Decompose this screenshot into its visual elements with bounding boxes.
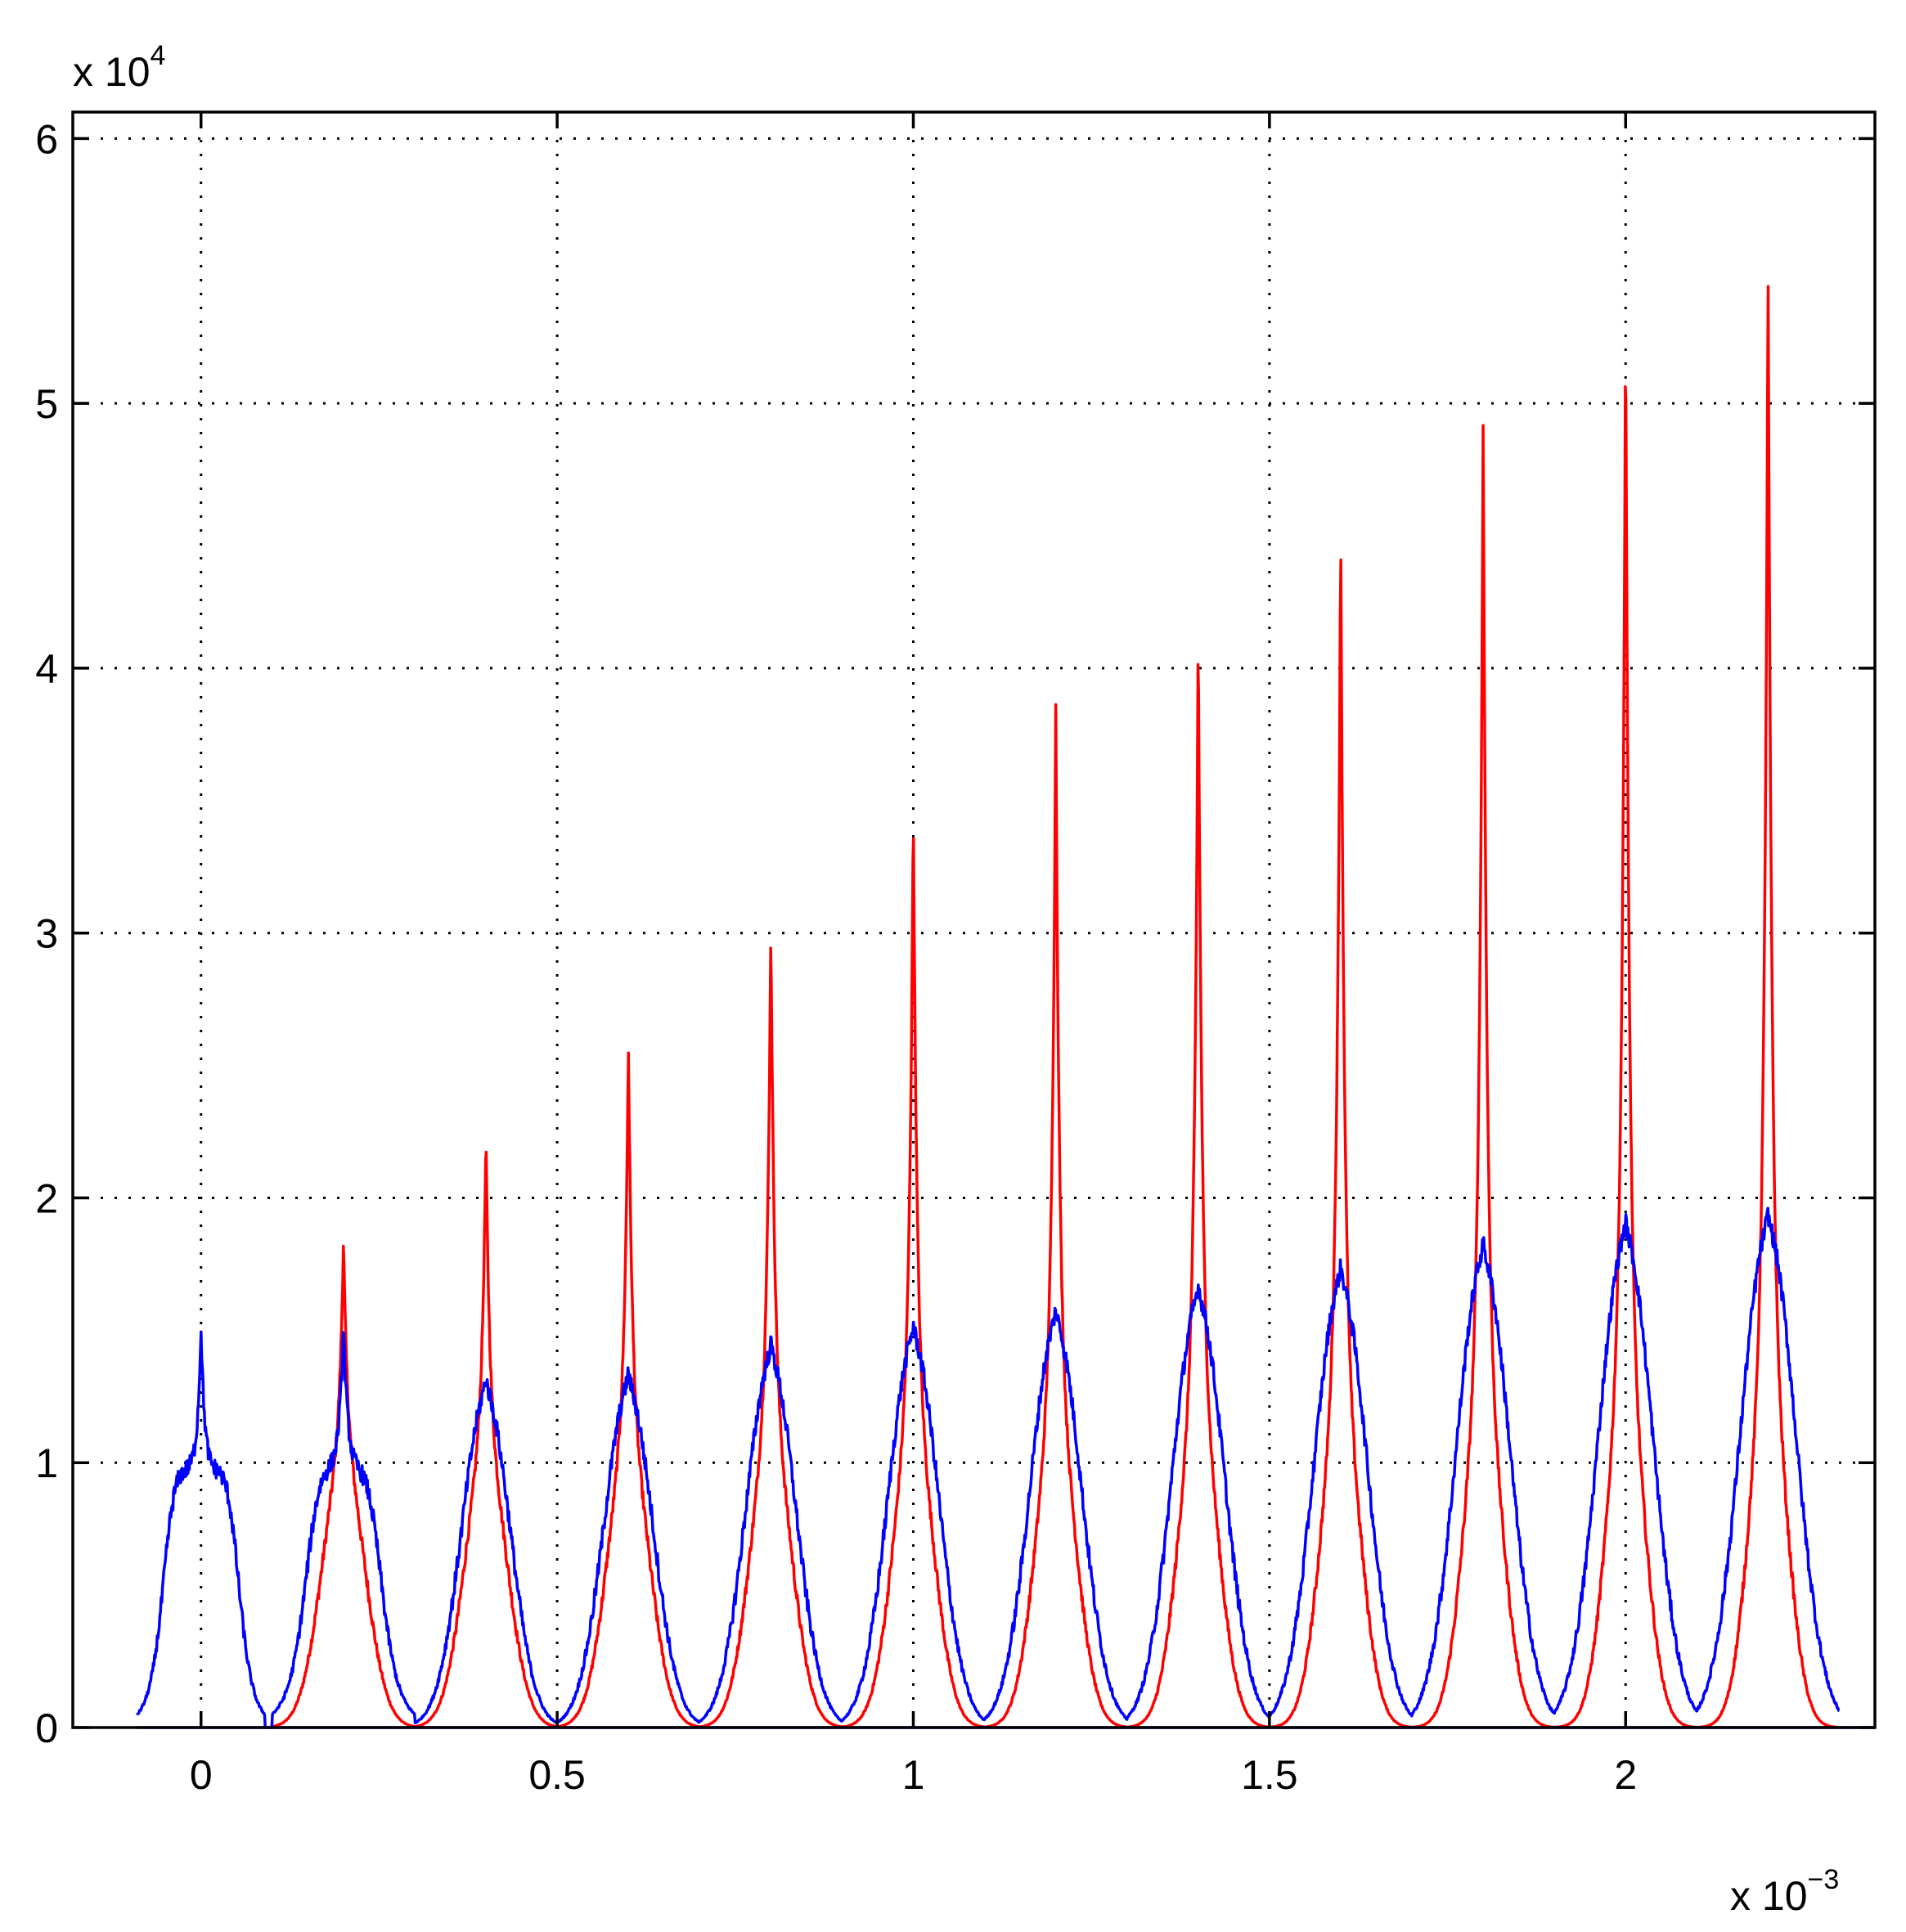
x-tick-label: 0 bbox=[190, 1752, 213, 1798]
x-tick-label: 0.5 bbox=[528, 1752, 586, 1798]
grid-layer bbox=[73, 112, 1875, 1729]
y-tick-label: 1 bbox=[35, 1440, 58, 1486]
series-layer bbox=[135, 285, 1875, 1729]
y-tick-label: 4 bbox=[35, 646, 58, 692]
x-axis-multiplier-base: x 10 bbox=[1730, 1873, 1808, 1919]
y-tick-label: 0 bbox=[35, 1705, 58, 1751]
x-axis-multiplier: x 10−3 bbox=[1730, 1864, 1839, 1919]
y-tick-label: 3 bbox=[35, 911, 58, 957]
series-line-blue bbox=[135, 1206, 1841, 1729]
x-tick-label: 1 bbox=[902, 1752, 925, 1798]
y-tick-label: 2 bbox=[35, 1175, 58, 1221]
x-tick-label: 1.5 bbox=[1241, 1752, 1298, 1798]
y-tick-label: 6 bbox=[35, 116, 58, 162]
y-axis-multiplier: x 104 bbox=[73, 40, 165, 95]
x-axis-multiplier-exponent: −3 bbox=[1808, 1864, 1840, 1895]
y-axis-multiplier-exponent: 4 bbox=[151, 40, 166, 71]
series-line-red bbox=[271, 285, 1841, 1729]
axes-frame bbox=[71, 110, 1877, 1729]
y-axis-multiplier-base: x 10 bbox=[73, 49, 151, 95]
x-tick-label: 2 bbox=[1614, 1752, 1637, 1798]
y-tick-label: 5 bbox=[35, 381, 58, 427]
tick-layer: 0 0.5 1 1.5 2 0 1 2 3 4 5 6 bbox=[35, 112, 1875, 1798]
